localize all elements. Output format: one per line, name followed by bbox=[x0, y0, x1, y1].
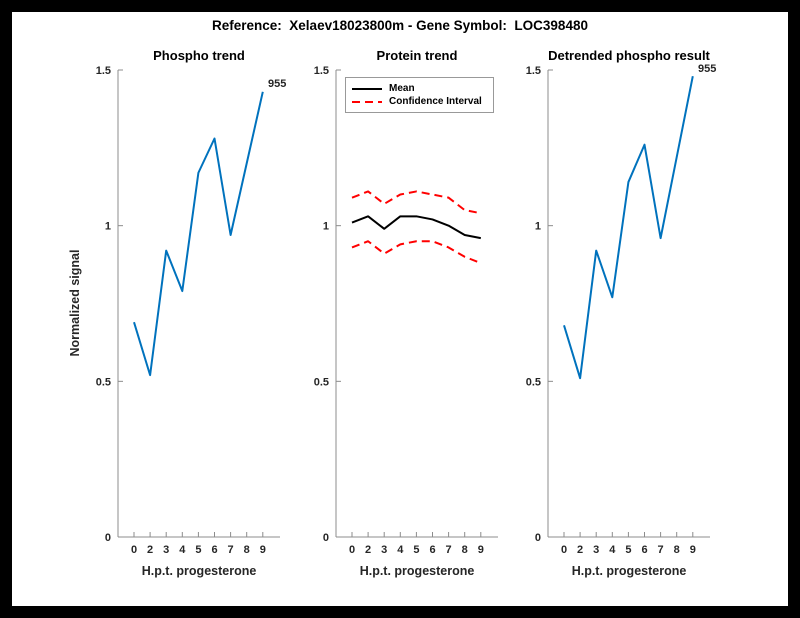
svg-text:1.5: 1.5 bbox=[96, 65, 111, 77]
svg-text:0: 0 bbox=[349, 544, 355, 556]
svg-text:0.5: 0.5 bbox=[314, 376, 329, 388]
legend-row-mean: Mean bbox=[352, 82, 487, 95]
svg-text:4: 4 bbox=[609, 544, 616, 556]
plot-title-detrended: Detrended phospho result bbox=[548, 48, 710, 63]
svg-text:8: 8 bbox=[462, 544, 468, 556]
svg-text:4: 4 bbox=[397, 544, 404, 556]
svg-text:7: 7 bbox=[446, 544, 452, 556]
svg-text:3: 3 bbox=[593, 544, 599, 556]
legend-label-ci: Confidence Interval bbox=[389, 96, 482, 107]
svg-text:6: 6 bbox=[429, 544, 435, 556]
legend-label-mean: Mean bbox=[389, 83, 415, 94]
svg-text:1: 1 bbox=[535, 221, 541, 233]
svg-text:9: 9 bbox=[260, 544, 266, 556]
plot-title-protein: Protein trend bbox=[376, 48, 458, 63]
svg-text:5: 5 bbox=[413, 544, 419, 556]
x-axis-label-3: H.p.t. progesterone bbox=[571, 564, 687, 578]
ci-line-sample-icon bbox=[352, 100, 382, 103]
protein-trend-plot: 00.511.50 2 3 4 5 6 7 8 9 bbox=[314, 65, 498, 556]
svg-text:8: 8 bbox=[674, 544, 680, 556]
svg-text:0.5: 0.5 bbox=[96, 376, 111, 388]
plot-title-phospho: Phospho trend bbox=[153, 48, 245, 63]
detrended-phospho-plot: 00.511.50 2 3 4 5 6 7 8 9 bbox=[526, 65, 710, 556]
svg-text:2: 2 bbox=[147, 544, 153, 556]
svg-text:9: 9 bbox=[478, 544, 484, 556]
svg-text:0.5: 0.5 bbox=[526, 376, 541, 388]
phospho-trend-plot: 00.511.50 2 3 4 5 6 7 8 9 bbox=[96, 65, 280, 556]
subplot-detrended-phospho: Detrended phospho result 0 0.5 1 1.5 0 2 3 4 5 6 7… bbox=[526, 48, 717, 578]
subplot-phospho-trend: Phospho trend 0 0.5 1 1.5 0 2 3 4 5 6 7 8 9 955 H.p.… bbox=[96, 48, 287, 578]
endpoint-annotation-detrended: 955 bbox=[698, 63, 717, 75]
endpoint-annotation-phospho: 955 bbox=[268, 78, 287, 90]
svg-text:0: 0 bbox=[535, 532, 541, 544]
svg-text:1: 1 bbox=[323, 221, 329, 233]
svg-text:3: 3 bbox=[163, 544, 169, 556]
mean-line-sample-icon bbox=[352, 87, 382, 90]
svg-text:0: 0 bbox=[105, 532, 111, 544]
legend-row-ci: Confidence Interval bbox=[352, 95, 487, 108]
svg-text:5: 5 bbox=[195, 544, 201, 556]
svg-text:0: 0 bbox=[131, 544, 137, 556]
svg-text:2: 2 bbox=[365, 544, 371, 556]
svg-text:2: 2 bbox=[577, 544, 583, 556]
svg-text:7: 7 bbox=[658, 544, 664, 556]
figure-title: Reference: Xelaev18023800m - Gene Symbol… bbox=[212, 18, 588, 33]
svg-text:6: 6 bbox=[211, 544, 217, 556]
svg-text:4: 4 bbox=[179, 544, 186, 556]
x-axis-label-2: H.p.t. progesterone bbox=[359, 564, 475, 578]
svg-text:1: 1 bbox=[105, 221, 111, 233]
x-axis-label-1: H.p.t. progesterone bbox=[141, 564, 257, 578]
svg-text:1.5: 1.5 bbox=[526, 65, 541, 77]
legend-box: Mean Confidence Interval bbox=[345, 77, 494, 113]
svg-text:1.5: 1.5 bbox=[314, 65, 329, 77]
subplot-protein-trend: Protein trend 0 0.5 1 1.5 0 2 3 4 5 6 7 8 9 Mean Con… bbox=[314, 48, 498, 578]
svg-text:6: 6 bbox=[641, 544, 647, 556]
svg-text:0: 0 bbox=[561, 544, 567, 556]
svg-text:8: 8 bbox=[244, 544, 250, 556]
svg-text:3: 3 bbox=[381, 544, 387, 556]
svg-text:5: 5 bbox=[625, 544, 631, 556]
svg-text:0: 0 bbox=[323, 532, 329, 544]
svg-text:7: 7 bbox=[228, 544, 234, 556]
svg-text:9: 9 bbox=[690, 544, 696, 556]
